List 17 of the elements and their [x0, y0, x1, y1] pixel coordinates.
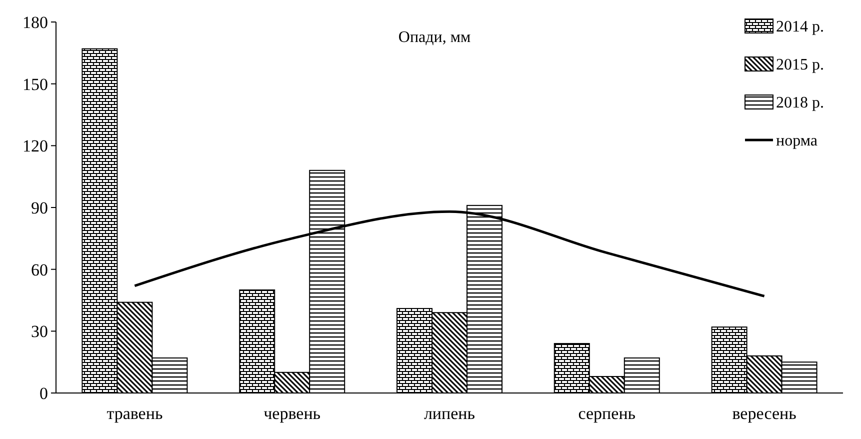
chart-title: Опади, мм	[398, 29, 471, 46]
y-tick-label: 0	[40, 384, 48, 403]
y-tick-label: 60	[31, 260, 48, 280]
legend-label: 2014 р.	[776, 18, 824, 36]
y-tick-label: 30	[31, 322, 48, 342]
x-tick-label: серпень	[578, 404, 636, 423]
legend-label: 2018 р.	[776, 94, 824, 112]
y-tick-label: 180	[22, 12, 48, 32]
y-tick-label: 120	[22, 136, 48, 156]
y-tick-label: 150	[22, 74, 48, 94]
x-tick-label: липень	[424, 404, 476, 423]
x-tick-label: червень	[264, 404, 321, 423]
x-tick-label: травень	[106, 404, 163, 423]
x-tick-label: вересень	[732, 404, 797, 423]
legend-label: норма	[776, 132, 818, 150]
y-tick-label: 90	[31, 198, 48, 218]
legend-label: 2015 р.	[776, 56, 824, 74]
